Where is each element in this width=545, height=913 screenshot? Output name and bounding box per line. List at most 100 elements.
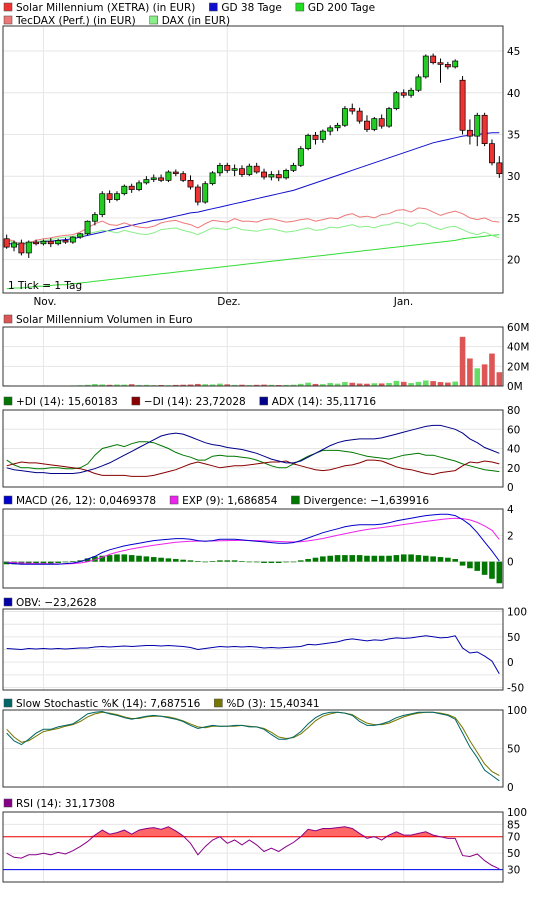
candle-body [253,165,260,173]
candle-body [99,193,106,215]
divergence-bar [371,555,378,562]
candle-body [165,171,172,181]
candle-body [349,108,356,112]
divergence-bar [99,555,106,562]
volume-bar [467,358,473,386]
price-series-line [6,234,500,290]
candle-body [481,114,488,144]
divergence-bar [143,556,150,562]
candle-body [246,165,253,175]
volume-bar [415,381,422,386]
macd-tick-label: 0 [507,557,514,569]
divergence-bar [224,560,231,562]
divergence-bar [393,555,400,562]
price-series-line [6,132,500,246]
obv-legend-label: OBV: −23,2628 [16,597,97,609]
divergence-bar [261,561,267,563]
macd-legend-label: MACD (26, 12): 0,0469378 [16,495,156,507]
volume-bar [99,384,106,386]
macd-legend-swatch [169,495,179,505]
x-axis-month-label: Nov. [33,296,56,308]
volume-bar [496,372,503,386]
candle-body [239,168,245,175]
candle-body [209,172,216,185]
rsi-tick-label: 50 [507,848,520,860]
divergence-bar [55,561,61,563]
candle-body [378,118,385,127]
divergence-bar [430,556,436,562]
price-tick-label: 45 [507,46,520,58]
candle-body [47,240,54,245]
divergence-bar [62,561,69,563]
volume-bar [121,384,128,386]
candle-body [496,162,503,175]
divergence-bar [386,555,392,562]
candle-body [216,164,223,174]
dmi-legend-swatch [131,396,141,406]
dmi-legend-swatch [3,396,13,406]
divergence-bar [158,557,164,562]
volume-bar [400,381,407,386]
candle-body [474,114,481,137]
volume-bar [378,383,385,386]
volume-bar [114,384,120,386]
divergence-bar [246,561,253,563]
volume-bar [283,384,289,386]
volume-frame [2,326,504,387]
volume-bar [253,384,260,386]
volume-bar [195,383,201,386]
volume-bar [239,384,245,386]
divergence-bar [320,556,326,562]
volume-bar [422,380,429,386]
volume-bar [371,383,378,386]
divergence-bar [437,557,444,562]
divergence-bar [474,561,481,571]
price-legend-swatch [149,15,158,25]
candle-body [202,183,209,203]
divergence-bar [114,554,120,562]
divergence-bar [467,561,473,569]
candle-body [415,76,422,91]
volume-bar [386,382,392,386]
divergence-bar [408,554,414,562]
candle-body [430,55,437,64]
stoch-legend-label: %D (3): 15,40341 [226,698,319,710]
obv-line [6,635,500,675]
volume-tick-label: 40M [507,342,529,354]
macd-legend-label: Divergence: −1,639916 [303,495,429,507]
volume-bar [92,384,98,386]
volume-bar [172,384,179,386]
dmi-frame [2,409,504,488]
volume-bar [106,384,113,386]
volume-bar [430,381,436,386]
macd-legend-swatch [291,495,300,505]
volume-bar [474,368,481,386]
obv-legend-swatch [3,597,13,607]
candle-body [224,164,231,171]
divergence-bar [283,561,289,563]
volume-bar [202,384,209,386]
volume-bar [143,384,150,386]
dmi-legend-label: ADX (14): 35,11716 [272,396,377,408]
divergence-bar [305,559,311,562]
volume-bar [342,382,348,386]
candle-body [452,60,459,68]
candle-body [18,242,25,254]
candle-body [489,143,495,164]
volume-bar [349,382,356,386]
price-legend-swatch [295,2,305,12]
divergence-bar [195,561,201,562]
stoch-legend-swatch [3,698,13,708]
macd-legend-label: EXP (9): 1,686854 [182,495,278,507]
volume-bar [437,382,444,386]
divergence-bar [334,555,341,562]
divergence-bar [84,558,91,562]
candle-body [400,92,407,96]
volume-bar [489,353,495,386]
candle-body [158,177,165,181]
stoch-k-line [6,710,500,782]
volume-bar [128,384,135,386]
candle-body [40,240,47,245]
candle-body [444,64,451,68]
